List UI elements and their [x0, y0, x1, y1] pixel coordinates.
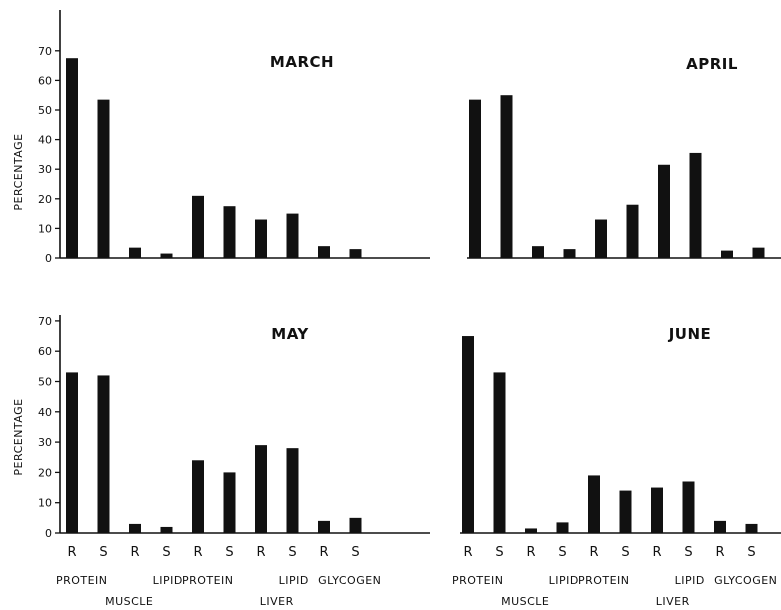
may-y-tick-label: 10	[38, 497, 52, 510]
may-y-tick-label: 30	[38, 436, 52, 449]
may-group-label: PROTEIN	[182, 574, 234, 587]
june-x-tick-label: S	[621, 545, 629, 560]
june-x-tick-label: R	[526, 545, 535, 560]
june-bar	[556, 522, 569, 533]
april-bar	[721, 250, 733, 258]
april-bar	[689, 152, 702, 258]
april-bar	[658, 164, 670, 258]
march-y-tick-label: 10	[38, 222, 52, 235]
may-x-tick-label: S	[99, 545, 107, 560]
june-group-label: GLYCOGEN	[714, 574, 777, 587]
may-x-tick-label: R	[130, 545, 139, 560]
march-bar	[349, 249, 362, 258]
may-y-axis-label: PERCENTAGE	[12, 398, 25, 475]
may-bar	[66, 372, 78, 533]
may-bar	[160, 526, 173, 533]
march-y-tick-label: 30	[38, 163, 52, 176]
june-x-tick-label: S	[684, 545, 692, 560]
may-x-tick-label: S	[288, 545, 296, 560]
march-bar	[129, 247, 141, 258]
may-x-tick-label: S	[162, 545, 170, 560]
june-x-tick-label: R	[715, 545, 724, 560]
june-bar	[651, 487, 663, 533]
may-x-tick-label: R	[319, 545, 328, 560]
may-y-tick-label: 70	[38, 315, 52, 328]
march-bar	[286, 213, 299, 258]
june-title: JUNE	[668, 325, 712, 343]
june-x-tick-label: R	[589, 545, 598, 560]
may-bar	[97, 375, 110, 533]
june-tissue-label: MUSCLE	[501, 595, 549, 608]
march-title: MARCH	[270, 53, 334, 71]
may-bar	[223, 472, 236, 533]
march-bar	[66, 58, 78, 259]
march-y-tick-label: 20	[38, 193, 52, 206]
may-x-tick-label: S	[351, 545, 359, 560]
march-y-tick-label: 40	[38, 134, 52, 147]
may-group-label: LIPID	[279, 574, 309, 587]
may-x-tick-label: R	[256, 545, 265, 560]
april-bar	[532, 246, 544, 258]
april-title: APRIL	[686, 55, 738, 73]
june-x-tick-label: S	[495, 545, 503, 560]
june-bar	[745, 523, 758, 533]
june-bar	[682, 481, 695, 533]
march-bar	[223, 206, 236, 258]
june-bar	[714, 520, 726, 533]
june-x-tick-label: S	[558, 545, 566, 560]
march-bar	[255, 219, 267, 258]
june-bar	[619, 490, 632, 533]
june-x-tick-label: R	[463, 545, 472, 560]
march-y-tick-label: 50	[38, 104, 52, 117]
june-bar	[493, 372, 506, 533]
june-tissue-label: LIVER	[656, 595, 690, 608]
may-bar	[286, 448, 299, 533]
may-bar	[192, 460, 204, 533]
may-x-tick-label: R	[67, 545, 76, 560]
may-x-tick-label: S	[225, 545, 233, 560]
june-x-tick-label: R	[652, 545, 661, 560]
march-y-tick-label: 70	[38, 45, 52, 58]
june-bar	[525, 528, 537, 533]
may-group-label: GLYCOGEN	[318, 574, 381, 587]
may-y-tick-label: 60	[38, 345, 52, 358]
may-y-tick-label: 0	[45, 527, 52, 540]
may-group-label: LIPID	[153, 574, 183, 587]
march-bar	[97, 99, 110, 258]
may-y-tick-label: 40	[38, 406, 52, 419]
march-y-axis-label: PERCENTAGE	[12, 133, 25, 210]
june-group-label: PROTEIN	[452, 574, 504, 587]
may-x-tick-label: R	[193, 545, 202, 560]
june-bar	[588, 475, 600, 533]
april-bar	[626, 204, 639, 258]
april-bar	[500, 95, 513, 258]
june-group-label: PROTEIN	[578, 574, 630, 587]
may-group-label: PROTEIN	[56, 574, 108, 587]
april-bar	[595, 219, 607, 258]
may-bar	[255, 445, 267, 533]
june-bar	[462, 336, 474, 533]
march-y-tick-label: 60	[38, 74, 52, 87]
may-bar	[129, 523, 141, 533]
june-group-label: LIPID	[675, 574, 705, 587]
april-bar	[563, 249, 576, 258]
march-bar	[318, 246, 330, 258]
may-tissue-label: LIVER	[260, 595, 294, 608]
march-y-tick-label: 0	[45, 252, 52, 265]
june-group-label: LIPID	[549, 574, 579, 587]
april-bar	[752, 247, 765, 258]
june-x-tick-label: S	[747, 545, 755, 560]
may-tissue-label: MUSCLE	[105, 595, 153, 608]
march-bar	[192, 195, 204, 258]
may-bar	[318, 520, 330, 533]
may-title: MAY	[271, 325, 309, 343]
may-bar	[349, 517, 362, 533]
may-y-tick-label: 20	[38, 466, 52, 479]
march-bar	[160, 253, 173, 258]
may-y-tick-label: 50	[38, 376, 52, 389]
april-bar	[469, 99, 481, 258]
